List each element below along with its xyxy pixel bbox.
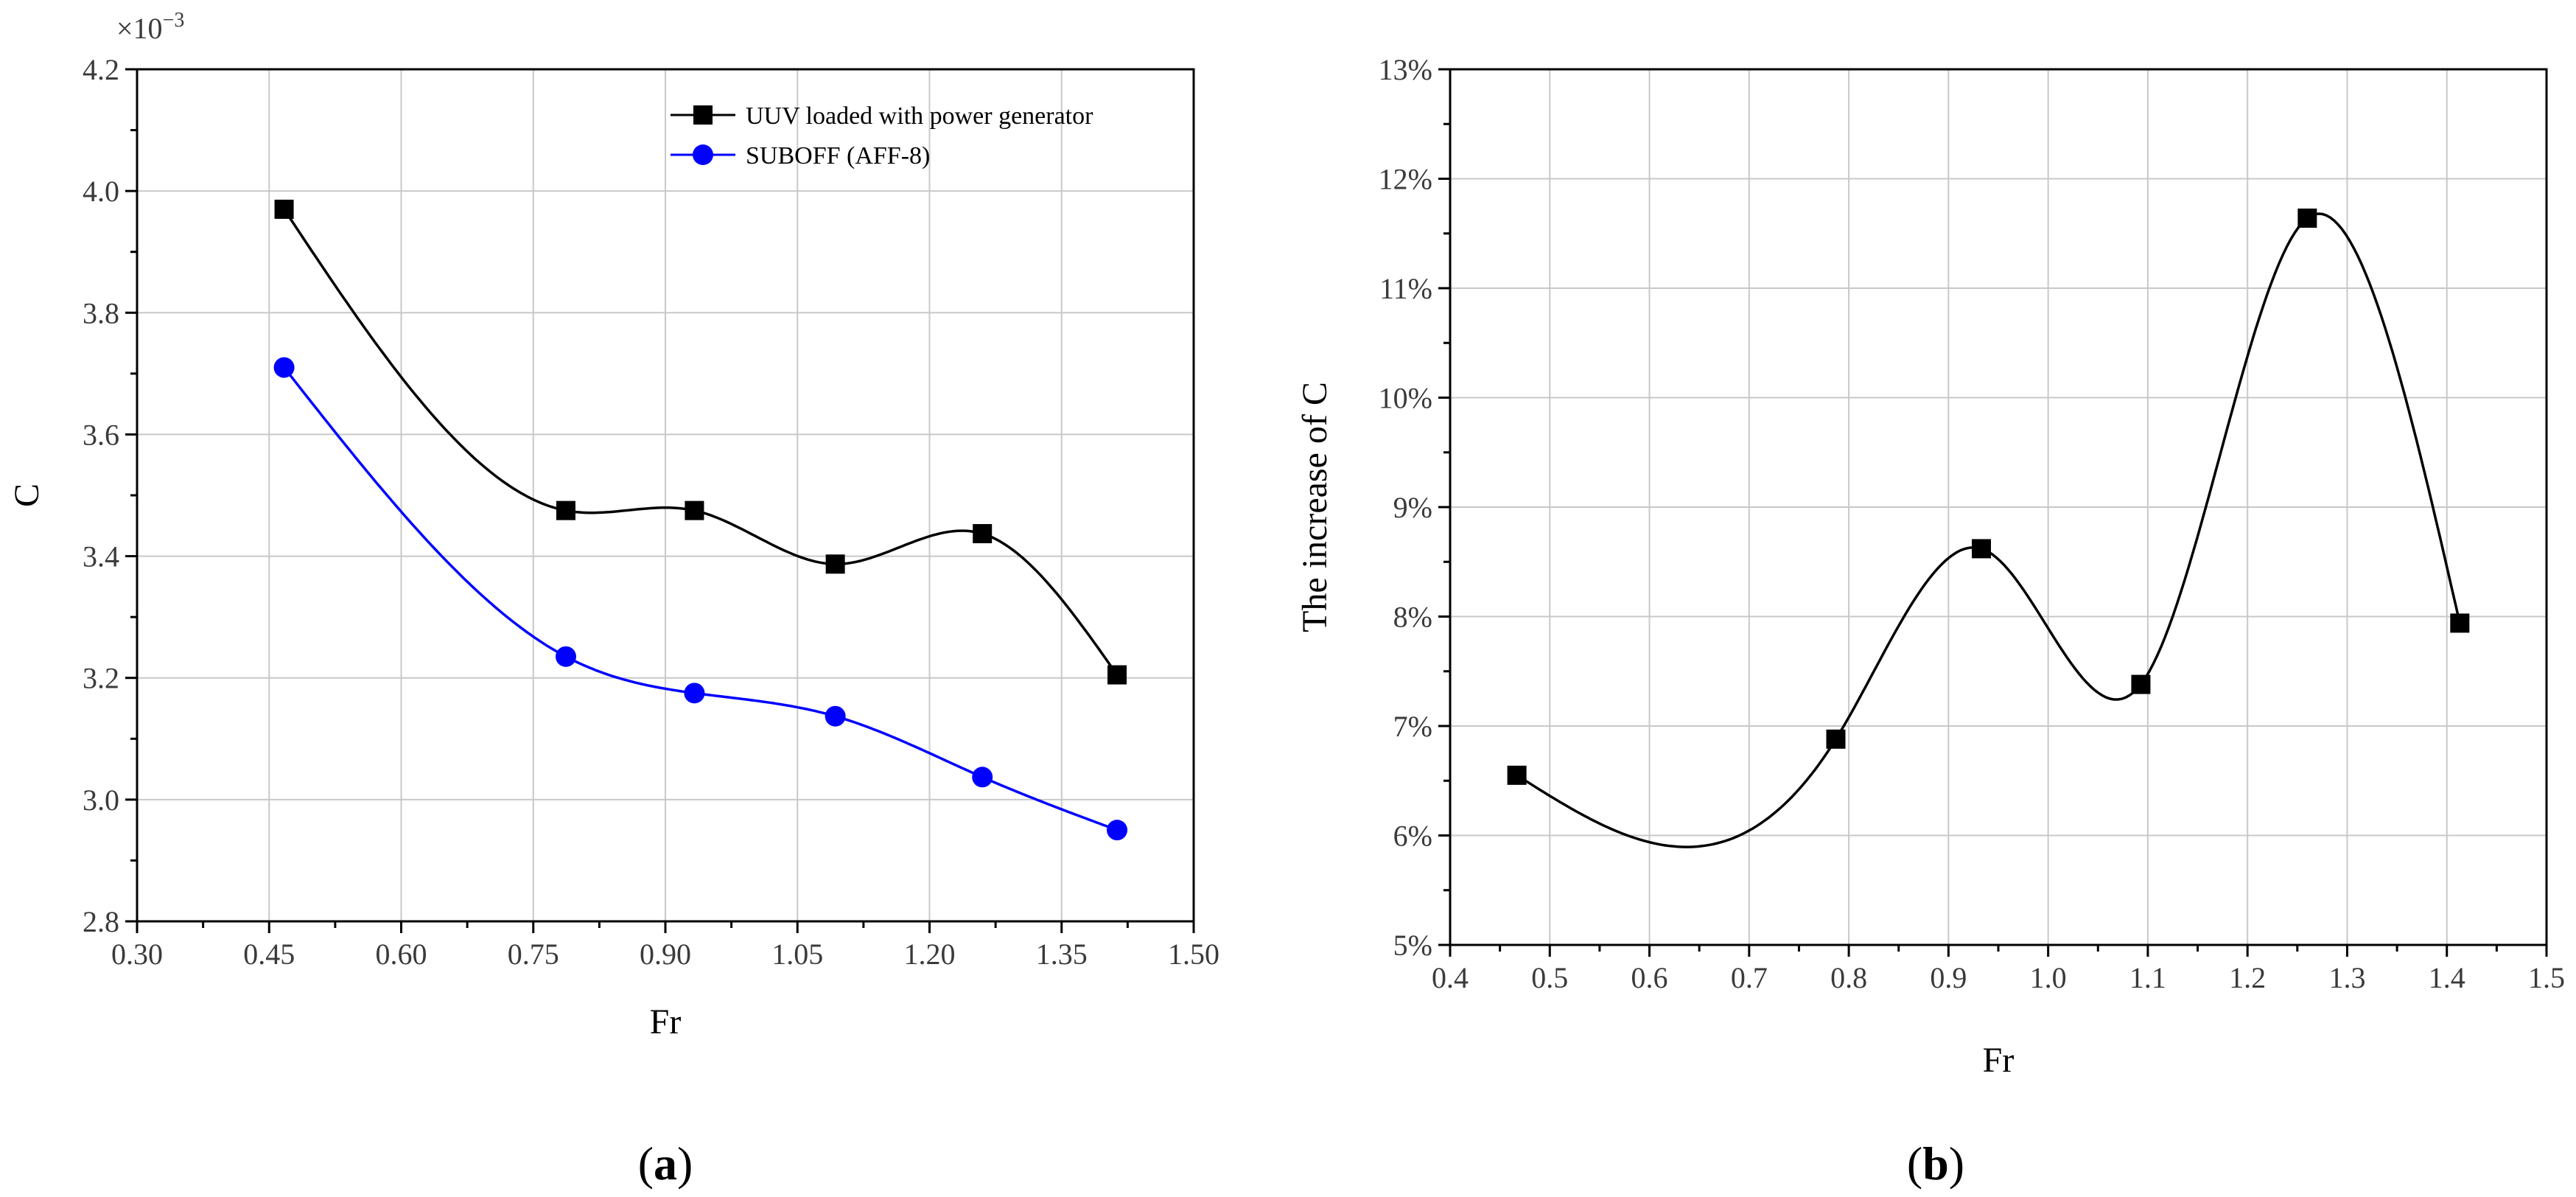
series-line-1 (283, 366, 1118, 831)
x-tick-label: 1.35 (1036, 938, 1088, 971)
y-tick-label: 10% (1379, 382, 1432, 415)
panel-letter-a: a (654, 1137, 677, 1190)
chart-a-scale-exponent: −3 (163, 9, 185, 32)
x-tick-label: 1.4 (2429, 961, 2465, 994)
data-point (2450, 613, 2470, 633)
legend-marker-uuv (693, 105, 713, 125)
y-tick-label: 4.2 (83, 53, 119, 86)
y-tick-label: 9% (1393, 491, 1432, 524)
x-tick-label: 1.3 (2328, 961, 2365, 994)
x-tick-label: 0.5 (1531, 961, 1568, 994)
data-point (1972, 539, 1992, 559)
data-point (274, 199, 294, 219)
data-point (1107, 820, 1128, 841)
x-tick-label: 1.1 (2129, 961, 2166, 994)
chart-a: 0.30 0.45 0.60 0.75 0.90 1.05 1.20 1.35 1.50 2.8 3… (7, 9, 1219, 1190)
panel-label-b: (b) (1907, 1137, 1964, 1190)
data-point (825, 554, 845, 574)
y-tick-label: 8% (1393, 601, 1432, 634)
data-point (825, 705, 846, 727)
x-tick-label: 0.8 (1830, 961, 1867, 994)
data-point (1107, 665, 1127, 685)
data-point (2297, 208, 2317, 228)
panel-letter-b: b (1922, 1137, 1949, 1190)
chart-b-grid (1450, 69, 2547, 945)
chart-a-grid (137, 69, 1194, 921)
chart-a-series (273, 199, 1128, 841)
legend-marker-suboff (693, 144, 713, 165)
y-tick-label: 3.4 (83, 540, 119, 573)
x-tick-label: 1.05 (771, 938, 823, 971)
data-point (972, 767, 993, 788)
chart-a-ticks: 0.30 0.45 0.60 0.75 0.90 1.05 1.20 1.35 1.50 2.8 3… (83, 53, 1219, 971)
x-tick-label: 0.4 (1432, 961, 1469, 994)
data-point (273, 357, 295, 378)
chart-b-xlabel: Fr (1983, 1041, 2015, 1080)
x-tick-label: 1.2 (2229, 961, 2266, 994)
x-tick-label: 0.60 (376, 938, 427, 971)
data-point (555, 646, 576, 667)
series-line-0 (283, 208, 1119, 676)
x-tick-label: 1.5 (2528, 961, 2565, 994)
y-tick-label: 4.0 (83, 175, 119, 208)
y-tick-label: 11% (1379, 272, 1432, 305)
y-tick-label: 13% (1379, 53, 1432, 86)
chart-a-xlabel: Fr (650, 1002, 682, 1041)
x-tick-label: 1.50 (1168, 938, 1219, 971)
y-tick-label: 3.6 (83, 418, 119, 451)
chart-a-ylabel: C (7, 484, 46, 507)
data-point (2131, 674, 2151, 694)
legend-label-uuv: UUV loaded with power generator (746, 102, 1093, 130)
chart-a-scale-label: ×10−3 (116, 9, 184, 45)
y-tick-label: 2.8 (83, 905, 119, 938)
chart-a-legend: UUV loaded with power generator SUBOFF (… (671, 102, 1093, 170)
data-point (1507, 765, 1527, 785)
chart-b-ticks: 0.4 0.5 0.6 0.7 0.8 0.9 1.0 1.1 1.2 1.3 1.4 1.5 5% 6%… (1379, 53, 2565, 994)
data-point (973, 524, 993, 544)
x-tick-label: 0.30 (111, 938, 163, 971)
data-point (685, 500, 704, 520)
panel-label-a: (a) (638, 1137, 693, 1190)
x-tick-label: 0.45 (243, 938, 295, 971)
data-point (684, 683, 705, 704)
y-tick-label: 7% (1393, 710, 1432, 743)
y-tick-label: 3.8 (83, 296, 119, 329)
y-tick-label: 3.0 (83, 784, 119, 817)
chart-b-ylabel: The increase of C (1295, 382, 1334, 632)
chart-b: 0.4 0.5 0.6 0.7 0.8 0.9 1.0 1.1 1.2 1.3 1.4 1.5 5% 6%… (1295, 53, 2565, 1190)
x-tick-label: 1.0 (2030, 961, 2067, 994)
y-tick-label: 12% (1379, 163, 1432, 196)
y-tick-label: 6% (1393, 820, 1432, 853)
data-point (1826, 729, 1846, 749)
y-tick-label: 5% (1393, 929, 1432, 962)
x-tick-label: 0.9 (1930, 961, 1967, 994)
legend-label-suboff: SUBOFF (AFF-8) (746, 142, 930, 170)
series-line-0 (1516, 212, 2462, 848)
data-point (556, 500, 575, 520)
y-tick-label: 3.2 (83, 662, 119, 695)
x-tick-label: 0.6 (1631, 961, 1668, 994)
chart-b-series (1507, 208, 2470, 848)
x-tick-label: 0.75 (508, 938, 559, 971)
chart-a-scale-base: ×10 (116, 12, 163, 45)
x-tick-label: 0.7 (1731, 961, 1768, 994)
x-tick-label: 0.90 (640, 938, 691, 971)
x-tick-label: 1.20 (904, 938, 956, 971)
